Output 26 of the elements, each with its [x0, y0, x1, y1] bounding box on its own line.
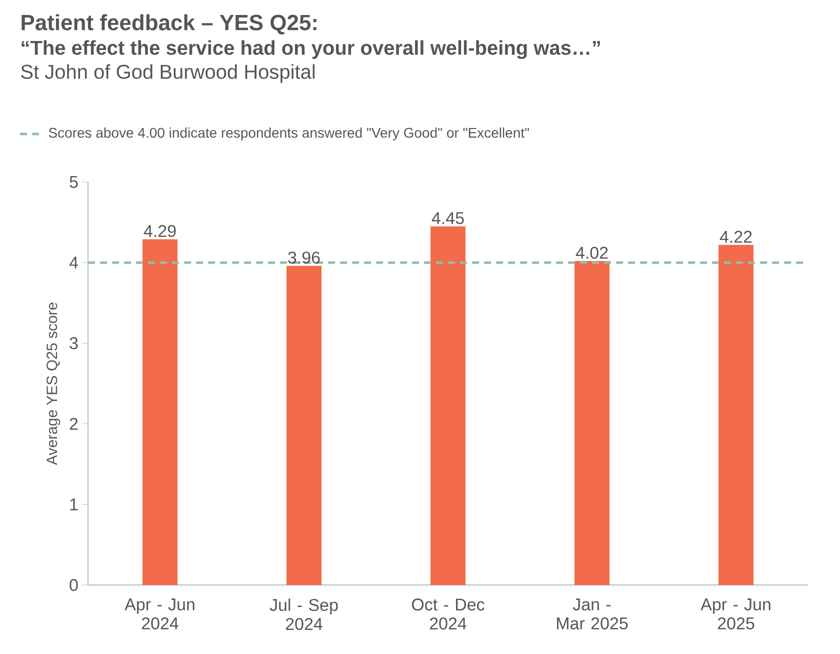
- bar: [286, 266, 322, 586]
- data-label: 4.29: [144, 224, 176, 238]
- y-tick-label: 5: [70, 176, 78, 188]
- data-label: 4.22: [720, 230, 752, 243]
- x-tick-label: Jan - Mar 2025: [557, 598, 628, 630]
- bar: [142, 239, 178, 586]
- y-tick-label: 1: [70, 498, 78, 510]
- x-tick-label: Apr - Jun 2024: [124, 598, 194, 630]
- bar: [430, 226, 466, 586]
- y-tick-label: 3: [70, 337, 78, 350]
- legend-label: Scores above 4.00 indicate respondents answered "Very Good" or "Excellent": [48, 127, 529, 141]
- bar: [718, 244, 754, 586]
- bar: [574, 260, 610, 586]
- y-tick-label: 0: [70, 578, 78, 592]
- y-tick-label: 4: [69, 256, 78, 268]
- x-tick-label: Apr - Jun 2025: [700, 598, 770, 630]
- data-label: 4.02: [576, 246, 608, 259]
- data-label: 3.96: [288, 252, 320, 264]
- chart-title: Patient feedback – YES Q25:: [22, 14, 316, 34]
- y-axis-title: Average YES Q25 score: [46, 302, 60, 466]
- chart-subtitle: “The effect the service had on your overall well-being was…”: [22, 40, 600, 59]
- text: St John of God Burwood Hospital: [21, 64, 315, 83]
- y-tick-label: 2: [70, 418, 78, 430]
- x-tick-label: Jul - Sep 2024: [270, 598, 338, 630]
- x-tick-label: Oct - Dec 2024: [412, 598, 484, 630]
- data-label: 4.45: [432, 212, 464, 224]
